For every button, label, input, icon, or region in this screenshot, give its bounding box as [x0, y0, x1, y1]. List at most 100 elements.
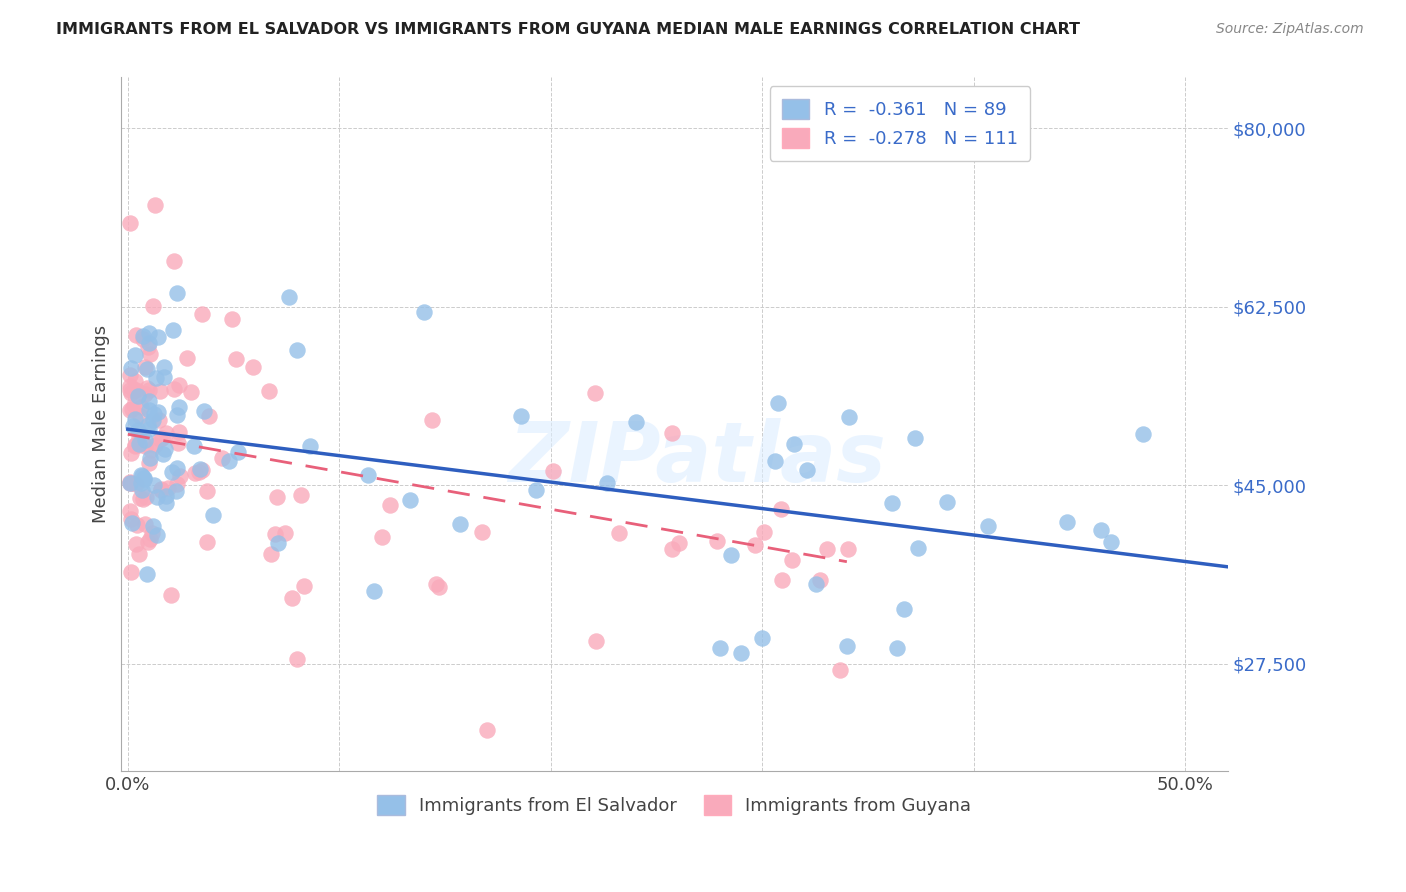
Point — [166, 408, 188, 422]
Point — [131, 469, 153, 483]
Point — [477, 723, 499, 737]
Point — [138, 326, 160, 340]
Point — [124, 347, 146, 361]
Point — [720, 548, 742, 562]
Point — [166, 460, 188, 475]
Point — [150, 483, 173, 498]
Point — [828, 663, 851, 677]
Point — [156, 481, 179, 495]
Point — [139, 450, 162, 465]
Point — [763, 454, 786, 468]
Point — [131, 483, 153, 497]
Point — [120, 385, 142, 400]
Point — [136, 341, 159, 355]
Point — [541, 464, 564, 478]
Point — [425, 577, 447, 591]
Point — [226, 444, 249, 458]
Point — [129, 409, 152, 423]
Point — [128, 547, 150, 561]
Point — [150, 431, 173, 445]
Point — [149, 432, 172, 446]
Point — [127, 438, 149, 452]
Point — [835, 639, 858, 653]
Point — [167, 400, 190, 414]
Point — [211, 450, 233, 465]
Text: IMMIGRANTS FROM EL SALVADOR VS IMMIGRANTS FROM GUYANA MEDIAN MALE EARNINGS CORRE: IMMIGRANTS FROM EL SALVADOR VS IMMIGRANT… — [56, 22, 1080, 37]
Point — [142, 413, 165, 427]
Point — [188, 465, 211, 479]
Point — [128, 437, 150, 451]
Point — [135, 566, 157, 581]
Point — [1099, 534, 1122, 549]
Point — [583, 385, 606, 400]
Point — [162, 323, 184, 337]
Point — [134, 439, 156, 453]
Point — [152, 360, 174, 375]
Point — [193, 404, 215, 418]
Point — [131, 329, 153, 343]
Y-axis label: Median Male Earnings: Median Male Earnings — [93, 325, 110, 523]
Point — [378, 498, 401, 512]
Point — [120, 475, 142, 490]
Point — [128, 491, 150, 505]
Point — [730, 647, 752, 661]
Point — [412, 305, 434, 319]
Point — [815, 542, 838, 557]
Point — [124, 438, 146, 452]
Point — [596, 476, 619, 491]
Point — [134, 516, 156, 531]
Point — [893, 602, 915, 616]
Point — [138, 336, 160, 351]
Point — [118, 476, 141, 491]
Point — [195, 484, 218, 499]
Point — [166, 436, 188, 450]
Point — [257, 384, 280, 398]
Point — [167, 425, 190, 439]
Point — [135, 490, 157, 504]
Point — [285, 651, 308, 665]
Point — [138, 456, 160, 470]
Point — [120, 445, 142, 459]
Point — [155, 489, 177, 503]
Point — [121, 516, 143, 531]
Point — [120, 475, 142, 490]
Text: ZIPatlas: ZIPatlas — [508, 418, 886, 500]
Point — [427, 580, 450, 594]
Point — [770, 573, 793, 587]
Point — [1132, 427, 1154, 442]
Point — [122, 383, 145, 397]
Point — [132, 471, 155, 485]
Point — [143, 477, 166, 491]
Point — [124, 411, 146, 425]
Point — [120, 565, 142, 579]
Point — [709, 641, 731, 656]
Point — [274, 526, 297, 541]
Point — [191, 463, 214, 477]
Point — [118, 368, 141, 382]
Point — [138, 383, 160, 397]
Point — [166, 285, 188, 300]
Point — [124, 374, 146, 388]
Point — [134, 386, 156, 401]
Point — [363, 583, 385, 598]
Point — [152, 447, 174, 461]
Point — [134, 433, 156, 447]
Point — [180, 384, 202, 399]
Point — [661, 425, 683, 440]
Point — [149, 384, 172, 398]
Point — [124, 439, 146, 453]
Point — [118, 475, 141, 490]
Point — [751, 631, 773, 645]
Point — [242, 359, 264, 374]
Point — [129, 468, 152, 483]
Point — [166, 477, 188, 491]
Point — [160, 465, 183, 479]
Point — [153, 369, 176, 384]
Point — [124, 399, 146, 413]
Point — [837, 542, 859, 557]
Point — [744, 539, 766, 553]
Point — [624, 415, 647, 429]
Point — [195, 535, 218, 549]
Point — [143, 438, 166, 452]
Point — [838, 410, 860, 425]
